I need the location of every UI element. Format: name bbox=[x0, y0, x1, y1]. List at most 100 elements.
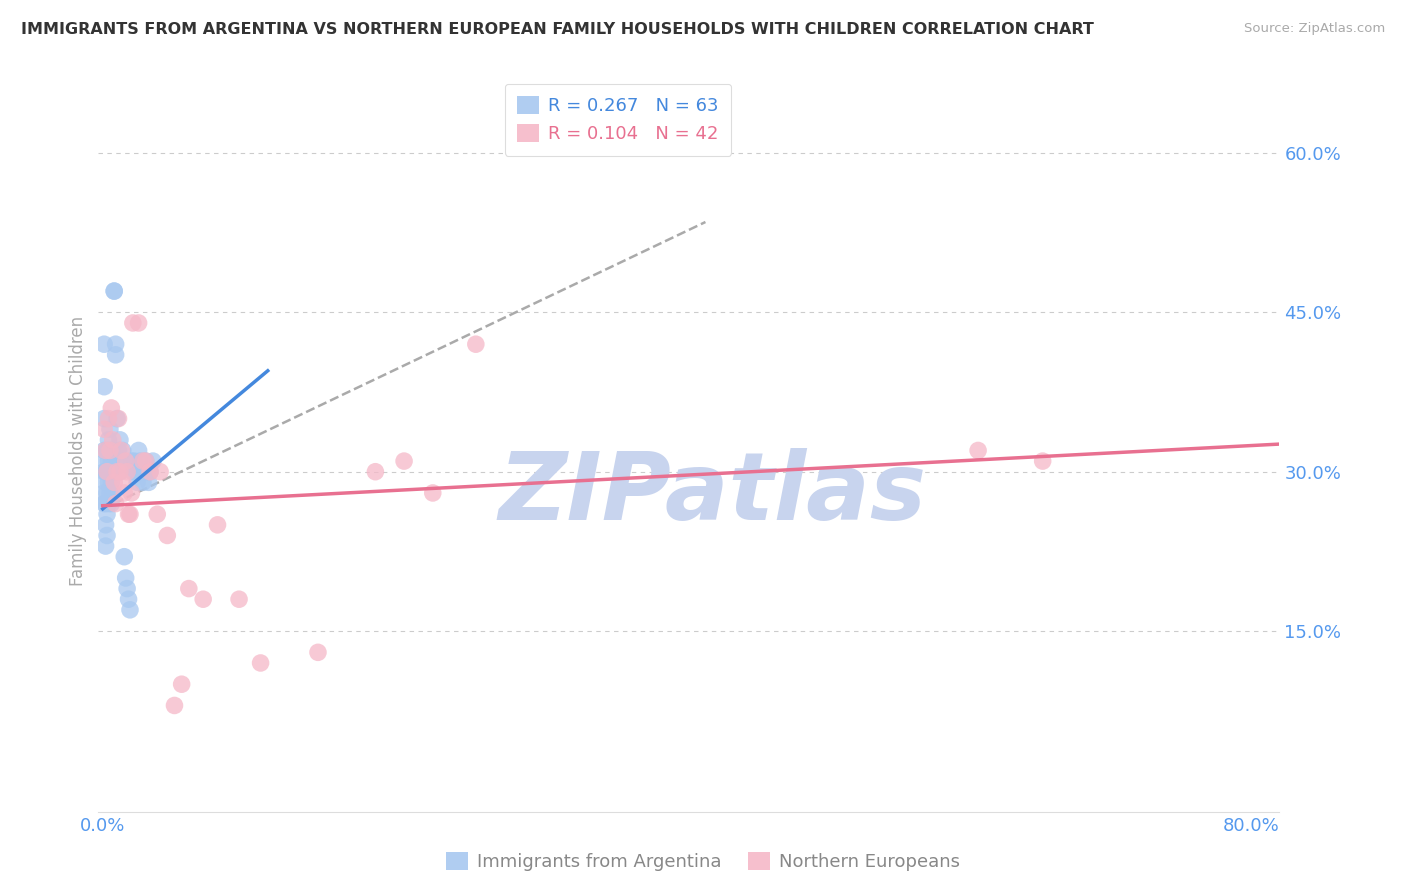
Point bbox=[110, 443, 132, 458]
Point bbox=[93, 411, 115, 425]
Point bbox=[94, 465, 117, 479]
Point bbox=[170, 677, 193, 691]
Point bbox=[111, 475, 134, 490]
Point bbox=[97, 475, 120, 490]
Point bbox=[128, 316, 150, 330]
Point bbox=[98, 486, 121, 500]
Point bbox=[112, 486, 135, 500]
Point bbox=[307, 645, 329, 659]
Point bbox=[139, 465, 162, 479]
Point bbox=[100, 497, 122, 511]
Point bbox=[115, 582, 138, 596]
Point bbox=[114, 571, 136, 585]
Point bbox=[193, 592, 215, 607]
Point bbox=[108, 465, 131, 479]
Point bbox=[93, 422, 115, 436]
Point bbox=[132, 454, 155, 468]
Point bbox=[107, 443, 129, 458]
Point bbox=[136, 465, 159, 479]
Point bbox=[96, 465, 118, 479]
Point bbox=[104, 337, 127, 351]
Point bbox=[128, 443, 150, 458]
Point bbox=[138, 475, 160, 490]
Point bbox=[93, 465, 115, 479]
Point bbox=[105, 465, 128, 479]
Point bbox=[124, 454, 146, 468]
Point bbox=[127, 475, 149, 490]
Point bbox=[422, 486, 444, 500]
Point bbox=[117, 507, 139, 521]
Text: IMMIGRANTS FROM ARGENTINA VS NORTHERN EUROPEAN FAMILY HOUSEHOLDS WITH CHILDREN C: IMMIGRANTS FROM ARGENTINA VS NORTHERN EU… bbox=[21, 22, 1094, 37]
Point bbox=[97, 411, 120, 425]
Text: Source: ZipAtlas.com: Source: ZipAtlas.com bbox=[1244, 22, 1385, 36]
Point bbox=[105, 411, 128, 425]
Point bbox=[108, 465, 131, 479]
Point bbox=[156, 528, 179, 542]
Point bbox=[94, 454, 117, 468]
Point bbox=[129, 454, 152, 468]
Point bbox=[97, 454, 120, 468]
Point bbox=[364, 465, 387, 479]
Point bbox=[207, 517, 229, 532]
Point bbox=[139, 465, 162, 479]
Point bbox=[118, 507, 141, 521]
Point bbox=[134, 465, 156, 479]
Point bbox=[1032, 454, 1054, 468]
Point bbox=[94, 443, 117, 458]
Point bbox=[96, 507, 118, 521]
Point bbox=[100, 475, 122, 490]
Point bbox=[115, 465, 138, 479]
Point bbox=[117, 592, 139, 607]
Point bbox=[114, 454, 136, 468]
Point bbox=[96, 443, 118, 458]
Point bbox=[96, 465, 118, 479]
Point bbox=[135, 454, 157, 468]
Point bbox=[163, 698, 186, 713]
Point bbox=[967, 443, 990, 458]
Point bbox=[98, 443, 121, 458]
Point bbox=[118, 603, 141, 617]
Point bbox=[131, 465, 153, 479]
Point bbox=[146, 507, 169, 521]
Point bbox=[97, 433, 120, 447]
Point bbox=[96, 486, 118, 500]
Point bbox=[103, 284, 125, 298]
Point bbox=[101, 433, 124, 447]
Point bbox=[464, 337, 486, 351]
Point bbox=[97, 497, 120, 511]
Point bbox=[120, 486, 142, 500]
Legend: Immigrants from Argentina, Northern Europeans: Immigrants from Argentina, Northern Euro… bbox=[439, 846, 967, 879]
Point bbox=[110, 454, 132, 468]
Point bbox=[93, 337, 115, 351]
Legend: R = 0.267   N = 63, R = 0.104   N = 42: R = 0.267 N = 63, R = 0.104 N = 42 bbox=[505, 84, 731, 156]
Point bbox=[108, 433, 131, 447]
Point bbox=[100, 401, 122, 415]
Point bbox=[93, 497, 115, 511]
Point bbox=[98, 465, 121, 479]
Point bbox=[94, 497, 117, 511]
Point bbox=[135, 454, 157, 468]
Point bbox=[93, 443, 115, 458]
Point bbox=[101, 465, 124, 479]
Point bbox=[228, 592, 250, 607]
Point bbox=[96, 528, 118, 542]
Text: ZIPatlas: ZIPatlas bbox=[499, 448, 927, 540]
Point bbox=[100, 454, 122, 468]
Point bbox=[112, 549, 135, 564]
Point bbox=[392, 454, 415, 468]
Point bbox=[103, 475, 125, 490]
Point bbox=[105, 454, 128, 468]
Point bbox=[125, 465, 148, 479]
Point bbox=[101, 486, 124, 500]
Point bbox=[93, 486, 115, 500]
Point bbox=[101, 443, 124, 458]
Point bbox=[132, 475, 155, 490]
Point bbox=[98, 443, 121, 458]
Point bbox=[107, 411, 129, 425]
Point bbox=[142, 454, 165, 468]
Point bbox=[104, 348, 127, 362]
Point bbox=[120, 454, 142, 468]
Y-axis label: Family Households with Children: Family Households with Children bbox=[69, 316, 87, 585]
Point bbox=[94, 539, 117, 553]
Point bbox=[94, 475, 117, 490]
